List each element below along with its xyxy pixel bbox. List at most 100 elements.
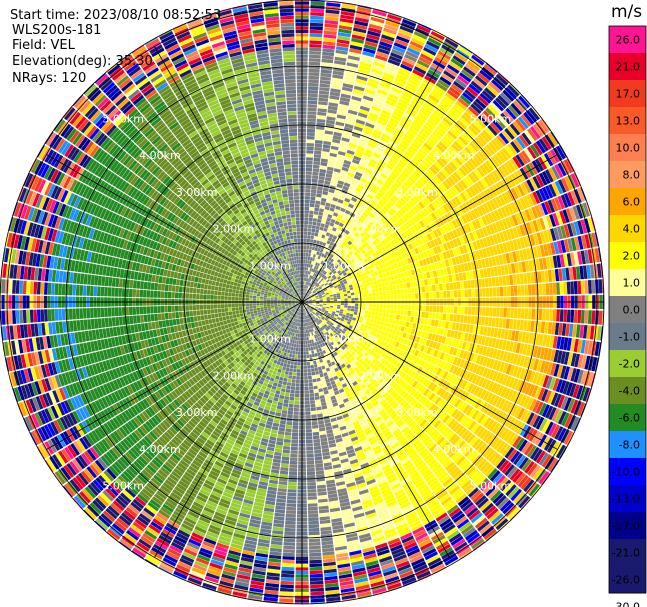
velocity-cell	[431, 163, 441, 173]
velocity-cell	[309, 287, 312, 291]
velocity-cell	[475, 117, 487, 129]
velocity-cell	[497, 166, 507, 178]
velocity-cell	[396, 284, 400, 290]
velocity-cell	[315, 262, 318, 266]
velocity-cell	[422, 124, 433, 134]
velocity-cell	[391, 280, 396, 285]
velocity-cell	[316, 289, 320, 292]
velocity-cell	[343, 293, 348, 297]
velocity-cell	[495, 97, 507, 109]
velocity-cell	[421, 159, 431, 169]
velocity-cell	[326, 299, 330, 302]
velocity-cell	[334, 164, 342, 170]
velocity-cell	[316, 258, 320, 263]
velocity-cell	[396, 35, 410, 44]
velocity-cell	[376, 320, 381, 325]
velocity-cell	[338, 107, 348, 113]
velocity-cell	[352, 217, 358, 224]
velocity-cell	[350, 136, 360, 142]
velocity-cell	[307, 235, 311, 239]
velocity-cell	[367, 193, 374, 200]
velocity-cell	[319, 248, 324, 253]
velocity-cell	[329, 222, 335, 227]
velocity-cell	[315, 225, 320, 230]
velocity-cell	[338, 25, 353, 31]
velocity-cell	[379, 295, 384, 300]
velocity-cell	[359, 61, 372, 68]
velocity-cell	[461, 149, 471, 159]
velocity-cell	[527, 146, 537, 159]
velocity-cell	[468, 83, 481, 95]
velocity-cell	[376, 279, 381, 284]
velocity-cell	[407, 127, 418, 136]
velocity-cell	[315, 278, 318, 282]
velocity-cell	[420, 209, 427, 218]
velocity-cell	[382, 182, 390, 190]
velocity-cell	[334, 278, 338, 282]
velocity-cell	[531, 308, 536, 320]
velocity-cell	[437, 320, 443, 328]
velocity-cell	[311, 246, 315, 251]
velocity-cell	[375, 250, 381, 256]
velocity-cell	[340, 170, 348, 176]
velocity-cell	[364, 275, 369, 280]
velocity-cell	[302, 284, 304, 288]
velocity-cell	[559, 282, 564, 295]
velocity-cell	[315, 282, 318, 286]
velocity-cell	[440, 120, 451, 130]
velocity-cell	[312, 284, 315, 288]
velocity-cell	[311, 268, 314, 272]
velocity-cell	[325, 367, 331, 372]
velocity-cell	[335, 268, 340, 272]
velocity-cell	[314, 232, 319, 237]
velocity-cell	[381, 169, 390, 177]
velocity-cell	[312, 218, 318, 222]
velocity-cell	[436, 291, 440, 299]
velocity-cell	[307, 267, 311, 271]
velocity-cell	[404, 133, 414, 142]
velocity-cell	[304, 210, 309, 214]
velocity-cell	[327, 236, 333, 242]
velocity-cell	[363, 258, 369, 263]
velocity-cell	[484, 160, 494, 172]
velocity-cell	[327, 105, 338, 111]
velocity-cell	[311, 276, 314, 280]
velocity-cell	[401, 321, 407, 327]
velocity-cell	[462, 177, 471, 188]
velocity-cell	[368, 221, 375, 228]
velocity-cell	[446, 37, 460, 45]
velocity-cell	[452, 55, 466, 66]
velocity-cell	[326, 240, 331, 245]
velocity-cell	[333, 223, 339, 229]
velocity-cell	[402, 205, 410, 213]
velocity-cell	[338, 256, 344, 261]
velocity-cell	[340, 298, 345, 301]
velocity-cell	[310, 19, 324, 24]
velocity-cell	[307, 97, 318, 101]
velocity-cell	[314, 140, 323, 144]
velocity-cell	[383, 322, 388, 327]
velocity-cell	[367, 314, 372, 319]
velocity-cell	[328, 98, 339, 104]
velocity-cell	[303, 259, 306, 264]
velocity-cell	[359, 138, 368, 145]
velocity-cell	[363, 152, 372, 158]
velocity-cell	[324, 130, 334, 135]
velocity-cell	[457, 97, 470, 108]
velocity-cell	[415, 62, 428, 72]
velocity-cell	[322, 250, 327, 254]
velocity-cell	[348, 251, 353, 256]
velocity-cell	[351, 181, 358, 187]
velocity-cell	[345, 120, 355, 126]
velocity-cell	[408, 218, 416, 226]
velocity-cell	[317, 104, 328, 109]
velocity-cell	[304, 270, 306, 274]
velocity-cell	[451, 143, 461, 153]
velocity-cell	[505, 318, 510, 329]
velocity-cell	[337, 180, 345, 186]
velocity-cell	[392, 204, 400, 212]
velocity-cell	[433, 175, 442, 185]
velocity-cell	[463, 280, 468, 289]
velocity-cell	[430, 91, 442, 101]
velocity-cell	[362, 320, 367, 325]
